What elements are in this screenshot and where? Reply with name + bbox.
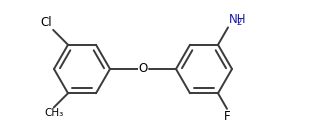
Text: Cl: Cl bbox=[41, 16, 52, 29]
Text: 2: 2 bbox=[236, 18, 241, 27]
Text: O: O bbox=[138, 63, 148, 75]
Text: NH: NH bbox=[229, 13, 246, 26]
Text: F: F bbox=[224, 110, 230, 123]
Text: CH₃: CH₃ bbox=[44, 108, 63, 118]
